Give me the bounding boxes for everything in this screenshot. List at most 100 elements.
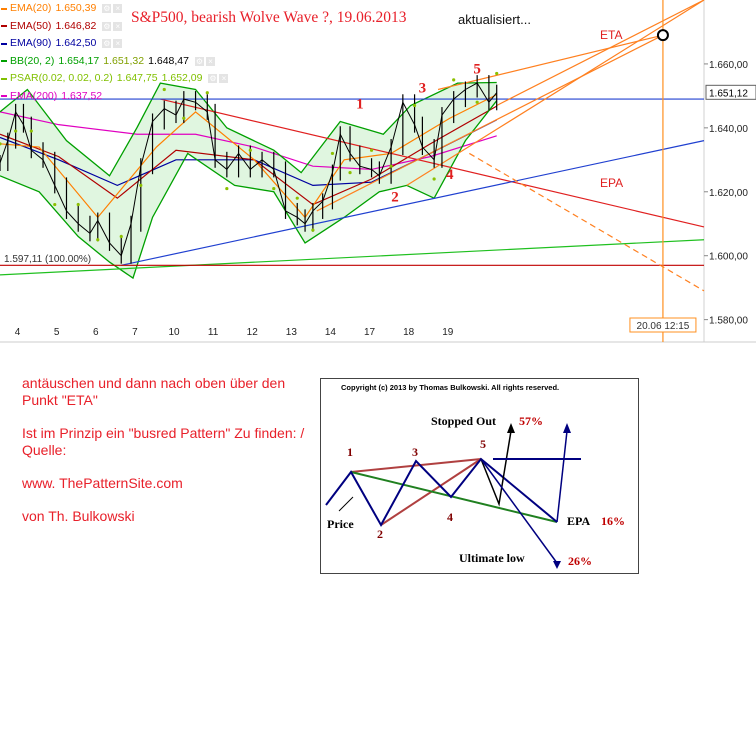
- x-tick-label: 19: [442, 327, 454, 338]
- legend-value: 1.647,75: [116, 72, 158, 84]
- pattern-line-1-epa: [350, 471, 558, 523]
- label-epa: EPA: [567, 514, 591, 528]
- ultimate-low-path: [480, 458, 558, 564]
- psar-dot: [389, 164, 393, 168]
- wave-label-5: 5: [473, 62, 481, 78]
- psar-dot: [119, 234, 123, 239]
- psar-dot: [452, 78, 456, 82]
- close-icon[interactable]: ×: [113, 39, 123, 49]
- trend-line: [121, 140, 705, 266]
- gear-icon[interactable]: ⚙: [208, 74, 218, 84]
- legend-value: 1.648,47: [148, 54, 189, 67]
- psar-dot: [76, 202, 80, 207]
- note-site[interactable]: www. ThePatternSite.com: [22, 475, 183, 491]
- psar-dot: [330, 151, 335, 156]
- chart-title: S&P500, bearish Wolve Wave ?, 19.06.2013: [131, 9, 407, 26]
- close-icon[interactable]: ×: [113, 4, 123, 14]
- diagram-copyright: Copyright (c) 2013 by Thomas Bulkowski. …: [341, 383, 560, 392]
- bulkowski-diagram: Copyright (c) 2013 by Thomas Bulkowski. …: [320, 378, 639, 574]
- legend-swatch: [1, 42, 7, 45]
- gear-icon[interactable]: ⚙: [102, 4, 112, 14]
- label-epa-pct: 16%: [601, 514, 625, 528]
- x-tick-label: 13: [286, 327, 298, 338]
- psar-dot: [0, 142, 2, 146]
- price-series: [0, 71, 499, 264]
- gear-icon[interactable]: ⚙: [194, 56, 204, 66]
- psar-dot: [475, 100, 479, 104]
- x-tick-label: 10: [168, 327, 180, 338]
- psar-dot: [29, 129, 33, 133]
- psar-dot: [272, 186, 276, 191]
- wave-label-2: 2: [391, 189, 399, 205]
- legend-swatch: [1, 7, 7, 10]
- psar-dot: [248, 148, 252, 152]
- time-marker-label: 20.06 12:15: [637, 321, 690, 332]
- pattern-line-1-5: [350, 458, 482, 473]
- indicator-lines: [0, 81, 498, 280]
- gear-icon[interactable]: ⚙: [102, 21, 112, 31]
- label-point-4: 4: [447, 510, 453, 524]
- wave-label-1: 1: [356, 97, 364, 113]
- trend-line: [316, 34, 664, 212]
- psar-dot: [495, 71, 499, 76]
- trend-line: [496, 0, 705, 107]
- chart-update-note: aktualisiert...: [458, 12, 531, 27]
- label-price: Price: [327, 517, 354, 531]
- psar-dot: [14, 129, 18, 133]
- psar-dot: [182, 116, 186, 120]
- trend-lines: [0, 0, 705, 342]
- arrow-stopped: [507, 423, 515, 433]
- x-tick-label: 12: [247, 327, 259, 338]
- stopped-out-path: [480, 430, 512, 507]
- label-stopped-out: Stopped Out: [431, 414, 497, 428]
- arrow-epa-up: [563, 423, 571, 433]
- price-chart: 4 5 6 7 10 11 12 13 14 17 18 191.660,001.640,001.62…: [0, 0, 756, 343]
- psar-dot: [53, 202, 57, 207]
- trend-line: [406, 0, 705, 186]
- label-point-3: 3: [412, 445, 418, 459]
- close-icon[interactable]: ×: [219, 74, 229, 84]
- indicator-legend: EMA(20) 1.650,39 ⚙ × EMA(50) 1.646,82 ⚙ × EMA(90…: [0, 0, 229, 105]
- y-tick-label: 1.580,00: [709, 316, 748, 327]
- eta-label: ETA: [600, 28, 622, 42]
- close-icon[interactable]: ×: [113, 21, 123, 31]
- legend-value: 1.642,50: [55, 37, 97, 49]
- x-tick-label: 17: [364, 327, 376, 338]
- price-pointer: [338, 496, 354, 512]
- legend-row: PSAR(0.02, 0.02, 0.2) 1.647,75 1.652,09 ⚙ ×: [0, 70, 229, 88]
- psar-dot: [348, 170, 352, 175]
- eta-target-circle: [656, 29, 669, 42]
- y-tick-label: 1.600,00: [709, 252, 748, 263]
- trend-line: [469, 152, 705, 292]
- chart-labels: 1.651,12 1.597,11 (100.00%) 20.06 12:15 ETA…: [4, 28, 756, 333]
- legend-value: 1.637,52: [61, 89, 103, 102]
- overlay-ema-20: [0, 94, 497, 219]
- wave-label-3: 3: [419, 81, 427, 97]
- legend-value: 1.652,09: [161, 72, 203, 84]
- y-tick-label: 1.660,00: [709, 60, 748, 71]
- close-icon[interactable]: ×: [205, 56, 215, 66]
- x-tick-label: 6: [93, 327, 99, 338]
- legend-value: 1.646,82: [55, 19, 97, 32]
- commentary-notes: antäuschen und dann nach oben über den P…: [22, 375, 312, 541]
- psar-dot: [369, 148, 374, 152]
- legend-name: PSAR(0.02, 0.02, 0.2): [10, 72, 113, 84]
- label-point-1: 1: [347, 445, 353, 459]
- legend-value: 1.650,39: [55, 2, 97, 14]
- legend-swatch: [1, 25, 7, 28]
- legend-name: EMA(50): [10, 19, 52, 32]
- arrow-ultimate: [553, 561, 561, 569]
- gear-icon[interactable]: ⚙: [102, 39, 112, 49]
- legend-value: 1.654,17: [58, 54, 100, 67]
- psar-dot: [225, 186, 229, 191]
- note-author: von Th. Bulkowski: [22, 508, 135, 524]
- last-price-box: [705, 84, 756, 100]
- psar-dot: [412, 103, 417, 108]
- time-marker-box: [629, 317, 697, 333]
- legend-swatch: [1, 77, 7, 80]
- last-price-label: 1.651,12: [709, 88, 748, 99]
- legend-name: EMA(90): [10, 37, 52, 49]
- label-ultimate-pct: 26%: [568, 554, 592, 568]
- psar-dot: [96, 238, 100, 242]
- diagram-lines: [325, 423, 581, 569]
